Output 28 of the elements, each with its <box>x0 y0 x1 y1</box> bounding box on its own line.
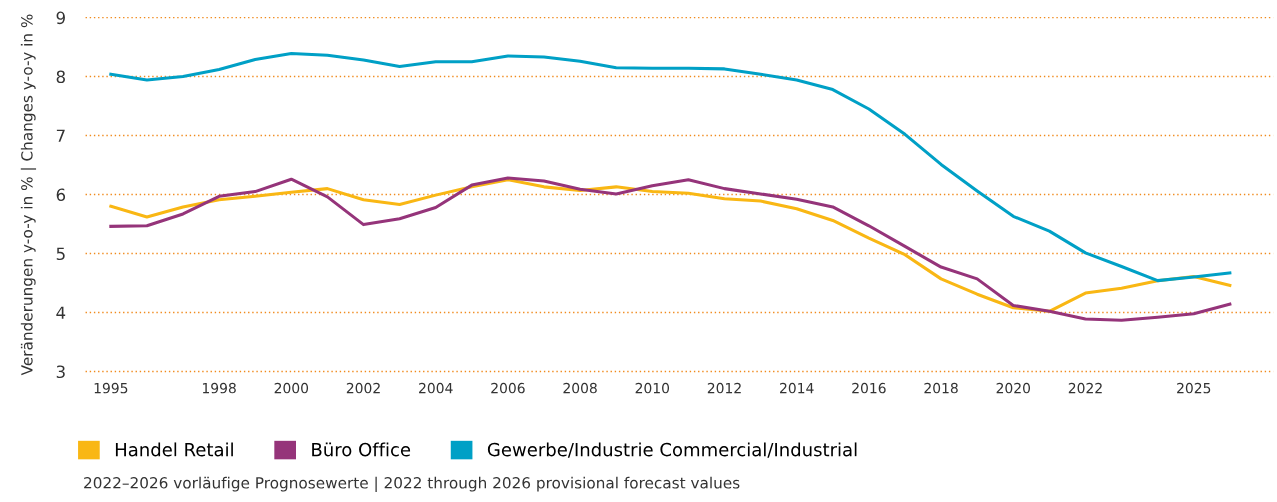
x-tick-label: 2022 <box>1068 382 1102 394</box>
x-tick-label: 2018 <box>924 382 958 394</box>
x-tick-label: 2006 <box>491 382 525 394</box>
y-tick-label: 7 <box>56 129 65 142</box>
x-tick-label: 2025 <box>1177 382 1211 394</box>
y-tick-label: 4 <box>56 306 66 319</box>
x-tick-label: 1995 <box>94 382 128 394</box>
x-tick-label: 2010 <box>635 382 670 394</box>
x-tick-label: 2008 <box>563 382 597 394</box>
y-tick-label: 8 <box>56 70 65 84</box>
text: 2022–2026 vorläufige Prognosewerte | 2022 through 2026 provisional forecast values <box>84 476 740 492</box>
x-tick-label: 2020 <box>996 382 1031 394</box>
x-tick-label: 2002 <box>346 382 380 394</box>
line-series <box>109 52 1232 283</box>
x-tick-label: 2016 <box>852 382 886 394</box>
x-tick-label: 1998 <box>202 382 236 394</box>
legend-label: Büro Office <box>312 442 411 457</box>
y-tick-label: 3 <box>56 365 65 379</box>
legend-label: Handel Retail <box>115 442 233 457</box>
x-tick-label: 2012 <box>707 382 741 394</box>
x-tick-label: 2000 <box>274 382 309 394</box>
y-tick-label: 6 <box>56 188 66 202</box>
legend-label: Gewerbe/Industrie Commercial/Industrial <box>487 442 857 458</box>
y-tick-label: 5 <box>56 247 65 261</box>
y-axis-title: Veränderungen y-o-y in % | Changes y-o-y in % <box>20 14 37 376</box>
x-tick-label: 2014 <box>780 382 814 394</box>
x-tick-label: 2004 <box>419 382 453 394</box>
y-tick-label: 9 <box>56 11 65 25</box>
